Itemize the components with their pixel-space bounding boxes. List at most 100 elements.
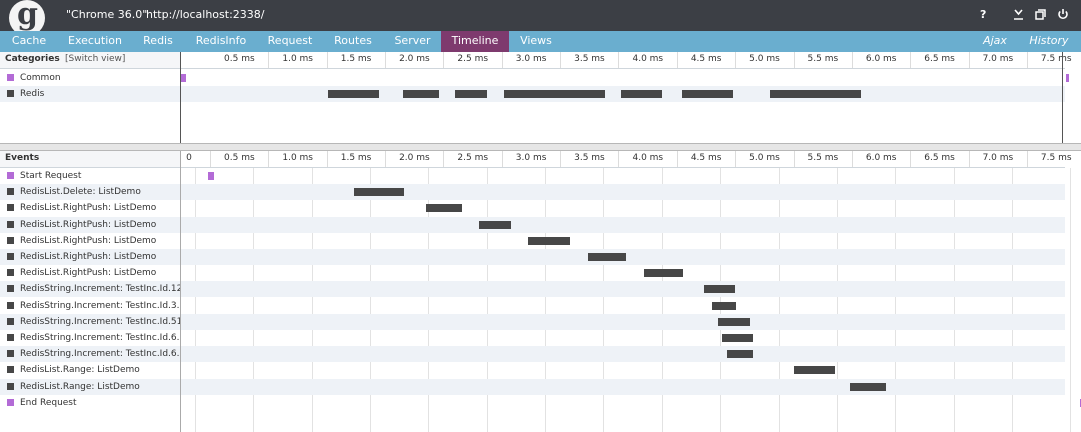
event-name: End Request xyxy=(20,397,77,408)
event-row-label[interactable]: RedisList.RightPush: ListDemo xyxy=(0,233,180,249)
event-category-swatch xyxy=(7,253,14,260)
tab-history[interactable]: History xyxy=(1029,34,1069,47)
tab-server[interactable]: Server xyxy=(394,34,431,47)
event-row-band xyxy=(0,281,1065,298)
axis-tick-label: 7.5 ms xyxy=(1040,54,1072,64)
grid-line xyxy=(253,168,255,432)
event-name: RedisList.RightPush: ListDemo xyxy=(20,219,157,230)
event-bar[interactable] xyxy=(722,334,753,342)
axis-tick-line xyxy=(851,151,853,167)
event-row-label[interactable]: RedisString.Increment: TestInc.Id.6... xyxy=(0,346,180,362)
download-icon[interactable] xyxy=(1013,9,1024,23)
event-category-swatch xyxy=(7,220,14,228)
event-row-label[interactable]: RedisList.Range: ListDemo xyxy=(0,362,180,378)
event-name: RedisList.RightPush: ListDemo xyxy=(20,203,157,214)
redis-category-bar[interactable] xyxy=(681,90,733,98)
common-category-bar[interactable] xyxy=(181,74,186,82)
right-range-handle[interactable] xyxy=(1062,52,1063,143)
categories-pane: Categories [Switch view] 0.5 ms 1.0 ms 1.5… xyxy=(0,52,1081,143)
redis-category-bar[interactable] xyxy=(455,90,487,98)
event-bar[interactable] xyxy=(426,204,463,213)
switch-view-link[interactable]: [Switch view] xyxy=(65,54,126,64)
axis-tick-label: 7.0 ms xyxy=(982,54,1014,64)
redis-swatch xyxy=(7,90,14,97)
event-bar[interactable] xyxy=(644,269,683,278)
axis-tick-label: 1.0 ms xyxy=(282,153,314,163)
event-bar[interactable] xyxy=(478,220,512,229)
tab-routes[interactable]: Routes xyxy=(334,34,372,47)
popout-icon[interactable] xyxy=(1035,9,1046,23)
event-row-label[interactable]: RedisList.RightPush: ListDemo xyxy=(0,217,180,233)
tab-cache[interactable]: Cache xyxy=(11,34,47,47)
event-row-label[interactable]: RedisList.Delete: ListDemo xyxy=(0,184,180,200)
axis-tick-line xyxy=(210,151,211,167)
event-bar[interactable] xyxy=(703,285,736,294)
event-row-label[interactable]: RedisString.Increment: TestInc.Id.51 xyxy=(0,314,180,330)
event-bar[interactable] xyxy=(207,172,214,180)
event-row-label[interactable]: RedisString.Increment: TestInc.Id.12 xyxy=(0,281,180,297)
axis-tick-label: 2.5 ms xyxy=(457,153,489,163)
event-bar[interactable] xyxy=(1079,398,1081,407)
event-category-swatch xyxy=(7,366,14,374)
axis-tick-label: 6.5 ms xyxy=(924,153,955,163)
left-range-handle[interactable] xyxy=(180,52,181,143)
redis-category-bar[interactable] xyxy=(620,90,662,98)
event-category-swatch xyxy=(7,188,14,196)
tab-redis[interactable]: Redis xyxy=(143,34,173,47)
event-name: RedisString.Increment: TestInc.Id.6... xyxy=(20,333,180,343)
tab-redisinfo[interactable]: RedisInfo xyxy=(195,34,247,47)
event-bar[interactable] xyxy=(849,382,886,391)
axis-tick-label: 7.0 ms xyxy=(982,153,1014,163)
event-row-label[interactable]: RedisList.RightPush: ListDemo xyxy=(0,249,180,265)
axis-tick-line xyxy=(501,52,503,68)
tab-request[interactable]: Request xyxy=(267,34,313,47)
event-bar[interactable] xyxy=(527,236,570,245)
event-row-label[interactable]: RedisList.RightPush: ListDemo xyxy=(0,265,180,281)
tab-execution[interactable]: Execution xyxy=(68,34,122,47)
category-redis[interactable]: Redis xyxy=(0,86,180,102)
axis-tick-line xyxy=(560,151,562,167)
event-row-band xyxy=(0,184,1065,201)
glimpse-logo[interactable]: g xyxy=(9,0,45,36)
tab-ajax[interactable]: Ajax xyxy=(983,34,1007,47)
axis-tick-line xyxy=(1026,52,1028,68)
redis-category-bar[interactable] xyxy=(402,90,439,98)
pane-divider[interactable] xyxy=(0,143,1081,151)
event-category-swatch xyxy=(7,334,14,341)
event-bar[interactable] xyxy=(717,317,751,326)
common-category-bar[interactable] xyxy=(1065,74,1069,82)
event-bar[interactable] xyxy=(711,301,737,310)
category-label: Common xyxy=(20,73,61,83)
event-name: RedisList.RightPush: ListDemo xyxy=(20,252,157,262)
event-category-swatch xyxy=(7,301,14,309)
event-name: RedisString.Increment: TestInc.Id.51 xyxy=(20,316,180,327)
category-common[interactable]: Common xyxy=(0,70,180,86)
event-row-label[interactable]: RedisList.Range: ListDemo xyxy=(0,379,180,395)
tab-views[interactable]: Views xyxy=(520,34,552,47)
event-row-label[interactable]: RedisString.Increment: TestInc.Id.3... xyxy=(0,298,180,314)
axis-tick-label: 4.5 ms xyxy=(690,54,722,64)
redis-category-bar[interactable] xyxy=(328,90,380,98)
event-bar[interactable] xyxy=(793,366,835,375)
axis-tick-line xyxy=(968,151,970,167)
event-name: RedisList.RightPush: ListDemo xyxy=(20,235,157,246)
event-row-label[interactable]: RedisList.RightPush: ListDemo xyxy=(0,200,180,216)
request-url[interactable]: http://localhost:2338/ xyxy=(146,8,265,21)
event-bar[interactable] xyxy=(588,253,626,261)
event-category-swatch xyxy=(7,204,14,212)
event-bar[interactable] xyxy=(353,188,404,197)
power-icon[interactable] xyxy=(1057,8,1069,23)
axis-tick-line xyxy=(385,151,387,167)
event-row-label[interactable]: Start Request xyxy=(0,168,180,184)
redis-category-bar[interactable] xyxy=(504,90,605,98)
event-bar[interactable] xyxy=(727,350,753,359)
event-row-label[interactable]: RedisString.Increment: TestInc.Id.6... xyxy=(0,330,180,346)
axis-tick-label: 3.0 ms xyxy=(515,54,547,64)
tab-timeline[interactable]: Timeline xyxy=(441,31,509,52)
redis-category-bar[interactable] xyxy=(770,90,862,98)
event-name: RedisList.Range: ListDemo xyxy=(20,365,140,376)
help-icon[interactable]: ? xyxy=(980,8,987,21)
event-row-label[interactable]: End Request xyxy=(0,395,180,411)
axis-tick-label: 0 xyxy=(186,153,192,163)
events-left-border xyxy=(180,151,181,432)
